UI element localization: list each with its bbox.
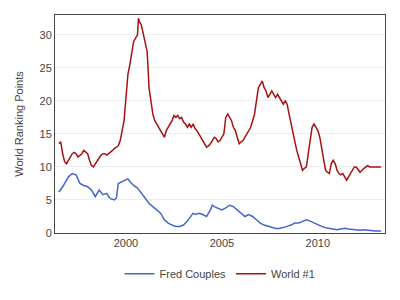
svg-text:World Ranking Points: World Ranking Points (13, 71, 25, 177)
svg-text:2005: 2005 (210, 237, 234, 249)
svg-text:2000: 2000 (114, 237, 138, 249)
svg-text:2010: 2010 (306, 237, 330, 249)
svg-text:15: 15 (40, 128, 52, 140)
svg-text:20: 20 (40, 95, 52, 107)
svg-text:10: 10 (40, 161, 52, 173)
svg-text:25: 25 (40, 62, 52, 74)
svg-text:5: 5 (46, 194, 52, 206)
svg-text:0: 0 (46, 227, 52, 239)
svg-text:World #1: World #1 (271, 268, 315, 280)
svg-text:30: 30 (40, 29, 52, 41)
svg-text:Fred Couples: Fred Couples (160, 268, 227, 280)
